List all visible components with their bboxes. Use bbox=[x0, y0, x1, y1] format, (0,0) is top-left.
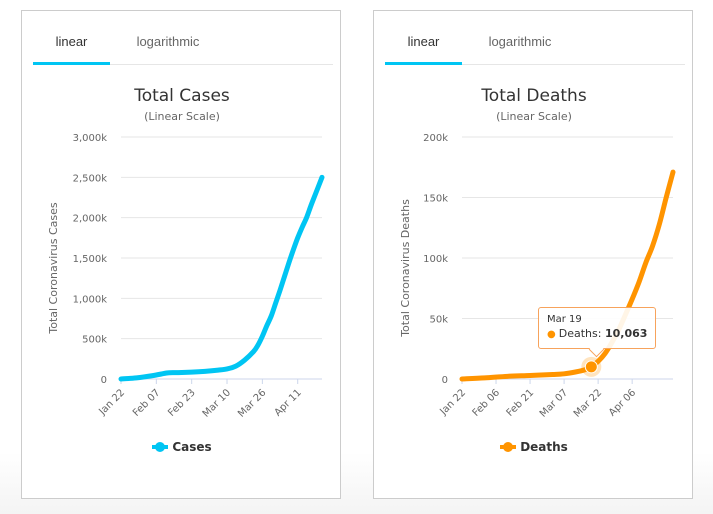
x-tick-label: Apr 06 bbox=[607, 387, 638, 418]
y-tick-label: 3,000k bbox=[73, 133, 108, 144]
total-cases-chart: Total Cases (Linear Scale) Total Coronav… bbox=[47, 86, 325, 420]
legend-label: Cases bbox=[172, 440, 212, 454]
y-tick-label: 1,000k bbox=[73, 294, 108, 305]
y-tick-label: 200k bbox=[423, 133, 448, 144]
y-tick-label: 50k bbox=[429, 315, 448, 326]
x-tick-label: Mar 22 bbox=[572, 387, 604, 419]
series-line-deaths[interactable] bbox=[459, 169, 676, 382]
x-tick-label: Jan 22 bbox=[437, 387, 468, 418]
tab-logarithmic[interactable]: logarithmic bbox=[488, 34, 552, 49]
y-tick-label: 0 bbox=[101, 375, 107, 386]
tab-logarithmic[interactable]: logarithmic bbox=[136, 34, 200, 49]
chart-legend: Cases bbox=[22, 440, 342, 455]
x-tick-label: Feb 06 bbox=[471, 387, 503, 419]
data-point-marker[interactable] bbox=[584, 360, 598, 374]
x-tick-label: Feb 07 bbox=[131, 387, 163, 419]
chart-subtitle: (Linear Scale) bbox=[144, 110, 220, 123]
legend-symbol-icon bbox=[152, 442, 169, 452]
y-tick-label: 2,000k bbox=[73, 214, 108, 225]
total-cases-card: linear logarithmic Total Cases (Linear S… bbox=[21, 10, 341, 499]
x-tick-label: Mar 26 bbox=[236, 387, 268, 419]
chart-title: Total Deaths bbox=[480, 86, 587, 106]
x-tick-label: Mar 07 bbox=[538, 387, 570, 419]
data-tooltip: Mar 19 ● Deaths: 10,063 bbox=[538, 307, 656, 349]
x-tick-label: Feb 23 bbox=[166, 387, 198, 419]
tooltip-separator: : bbox=[597, 327, 602, 340]
series-dot-icon: ● bbox=[547, 329, 556, 340]
tooltip-value: 10,063 bbox=[604, 327, 648, 340]
x-tick-label: Feb 21 bbox=[505, 387, 537, 419]
x-tick-label: Apr 11 bbox=[273, 387, 304, 418]
scale-tabs: linear logarithmic bbox=[33, 31, 333, 65]
y-axis-title: Total Coronavirus Deaths bbox=[399, 199, 412, 338]
legend-symbol-icon bbox=[500, 442, 517, 452]
y-tick-label: 100k bbox=[423, 254, 448, 265]
legend-item-deaths[interactable]: Deaths bbox=[500, 440, 568, 454]
y-tick-label: 0 bbox=[442, 375, 448, 386]
total-deaths-card: linear logarithmic Total Deaths (Linear … bbox=[373, 10, 693, 499]
series-line-cases[interactable] bbox=[118, 174, 325, 382]
tab-linear[interactable]: linear bbox=[33, 31, 110, 65]
y-tick-label: 500k bbox=[82, 335, 107, 346]
y-axis-title: Total Coronavirus Cases bbox=[47, 202, 60, 335]
x-tick-label: Jan 22 bbox=[96, 387, 127, 418]
chart-title: Total Cases bbox=[133, 86, 230, 106]
chart-legend: Deaths bbox=[374, 440, 694, 455]
tab-linear[interactable]: linear bbox=[385, 31, 462, 65]
legend-label: Deaths bbox=[520, 440, 568, 454]
legend-item-cases[interactable]: Cases bbox=[152, 440, 212, 454]
chart-subtitle: (Linear Scale) bbox=[496, 110, 572, 123]
y-tick-label: 150k bbox=[423, 194, 448, 205]
y-tick-label: 2,500k bbox=[73, 173, 108, 184]
tooltip-date: Mar 19 bbox=[547, 314, 582, 325]
scale-tabs: linear logarithmic bbox=[385, 31, 685, 65]
y-tick-label: 1,500k bbox=[73, 254, 108, 265]
tooltip-series: Deaths bbox=[558, 327, 598, 340]
x-tick-label: Mar 10 bbox=[201, 387, 233, 419]
total-deaths-chart: Total Deaths (Linear Scale) Total Corona… bbox=[399, 86, 676, 420]
